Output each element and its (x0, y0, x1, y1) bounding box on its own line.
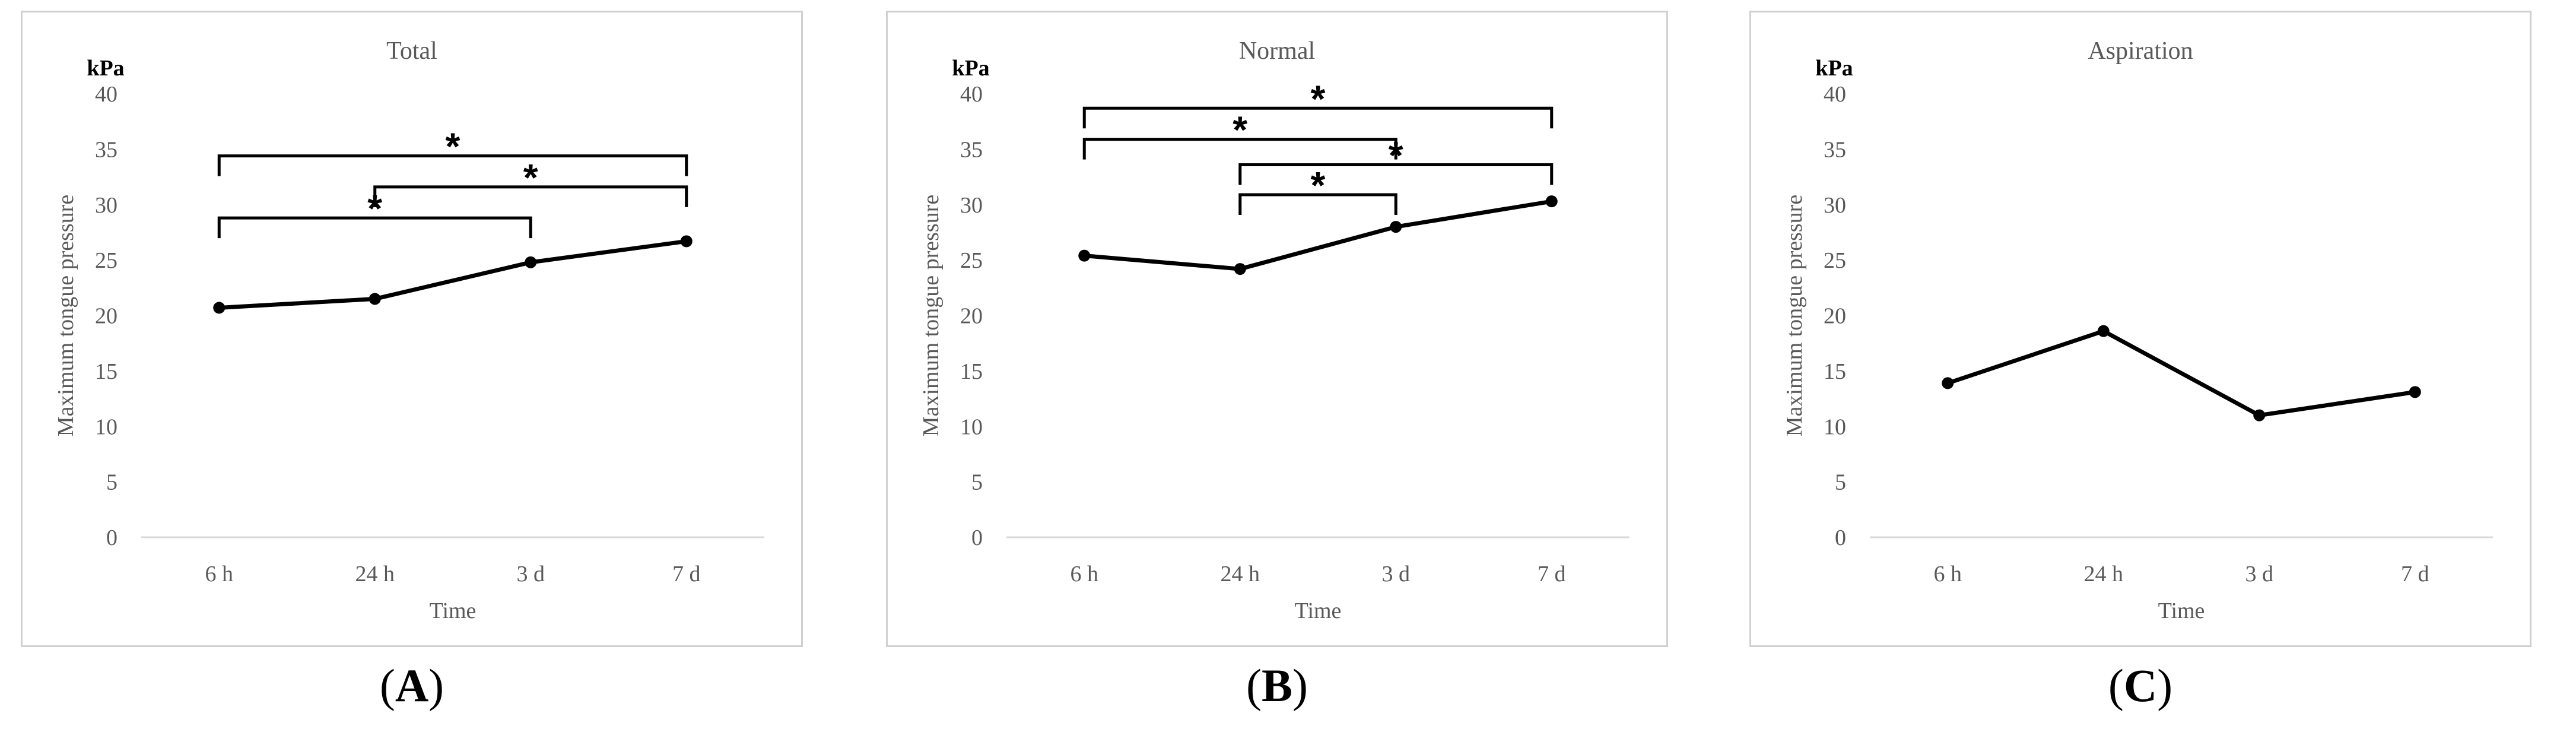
chart-title: Aspiration (2088, 37, 2193, 65)
x-tick-label: 24 h (1221, 562, 1260, 587)
data-point (1078, 249, 1091, 262)
y-tick-label: 5 (106, 470, 117, 495)
x-axis-title: Time (1295, 598, 1342, 623)
panel-caption-b: (B) (1246, 660, 1308, 711)
y-tick-label: 35 (95, 137, 117, 162)
y-tick-label: 25 (95, 248, 117, 273)
x-tick-label: 7 d (672, 562, 701, 587)
y-axis-title: Maximum tongue pressure (919, 195, 944, 436)
data-point (369, 293, 381, 305)
y-tick-label: 30 (1824, 193, 1846, 218)
data-point (213, 302, 225, 314)
y-tick-label: 10 (1824, 414, 1846, 439)
significance-asterisk: * (523, 156, 538, 199)
data-point (2253, 409, 2266, 422)
series-line (1947, 329, 2416, 418)
y-tick-label: 15 (95, 359, 117, 384)
x-tick-label: 7 d (2401, 562, 2429, 587)
y-tick-label: 30 (95, 193, 117, 218)
y-tick-label: 15 (1824, 359, 1846, 384)
y-axis-title: Maximum tongue pressure (1782, 195, 1807, 436)
x-tick-label: 24 h (2084, 562, 2124, 587)
y-unit-label: kPa (87, 56, 124, 81)
x-tick-label: 24 h (355, 562, 395, 587)
significance-asterisk: * (1311, 164, 1326, 207)
data-point (1545, 195, 1558, 208)
x-tick-label: 6 h (1071, 562, 1099, 587)
y-tick-label: 25 (1824, 248, 1846, 273)
x-axis-title: Time (430, 598, 477, 623)
significance-bracket (373, 185, 688, 207)
y-tick-label: 0 (106, 525, 117, 550)
y-tick-label: 0 (1835, 525, 1846, 550)
panel-caption-c: (C) (2108, 660, 2173, 711)
line-chart-aspiration: Aspiration kPa Maximum tongue pressure 0 5 10… (1782, 37, 2493, 623)
data-point (2409, 386, 2421, 398)
chart-panel-normal: Normal kPa Maximum tongue pressure 0 5 10 15 20… (886, 11, 1668, 647)
series-line (219, 239, 687, 310)
y-tick-label: 10 (960, 414, 983, 439)
y-tick-label: 25 (960, 248, 983, 273)
y-tick-label: 35 (960, 137, 983, 162)
x-tick-label: 3 d (2245, 562, 2274, 587)
x-tick-label: 3 d (517, 562, 545, 587)
significance-asterisk: * (1311, 77, 1326, 120)
y-tick-label: 10 (95, 414, 117, 439)
panel-caption-a: (A) (379, 660, 444, 711)
y-tick-label: 15 (960, 359, 983, 384)
y-tick-label: 5 (971, 470, 983, 495)
y-tick-label: 5 (1835, 470, 1846, 495)
data-point (1234, 263, 1246, 275)
y-tick-label: 20 (1824, 304, 1846, 329)
y-tick-label: 20 (95, 304, 117, 329)
significance-bracket (1238, 193, 1397, 215)
y-tick-label: 20 (960, 304, 983, 329)
data-point (1390, 221, 1402, 233)
significance-bracket (1082, 106, 1554, 129)
line-chart-total: Total kPa Maximum tongue pressure 0 5 10 15 20 2… (53, 37, 764, 623)
significance-asterisk: * (1233, 109, 1247, 151)
y-tick-label: 40 (1824, 82, 1846, 107)
data-point (1942, 377, 1954, 389)
data-point (680, 235, 693, 248)
chart-panel-total: Total kPa Maximum tongue pressure 0 5 10 15 20 2… (21, 11, 803, 647)
significance-asterisk: * (446, 125, 460, 168)
chart-title: Total (386, 37, 437, 65)
significance-bracket (1238, 163, 1554, 185)
chart-title: Normal (1239, 37, 1315, 65)
y-unit-label: kPa (952, 56, 989, 81)
y-axis-title: Maximum tongue pressure (53, 195, 78, 436)
series-line (1084, 199, 1552, 271)
x-tick-label: 6 h (205, 562, 234, 587)
y-tick-label: 0 (971, 525, 983, 550)
significance-bracket (1082, 138, 1397, 160)
y-tick-label: 35 (1824, 137, 1846, 162)
significance-bracket (217, 216, 532, 239)
x-axis-title: Time (2158, 598, 2205, 623)
x-tick-label: 7 d (1538, 562, 1566, 587)
y-tick-label: 30 (960, 193, 983, 218)
significance-bracket (217, 154, 688, 176)
y-unit-label: kPa (1815, 56, 1853, 81)
y-tick-label: 40 (95, 82, 117, 107)
data-point (525, 256, 537, 268)
x-tick-label: 3 d (1382, 562, 1411, 587)
chart-panel-aspiration: Aspiration kPa Maximum tongue pressure 0 5 10… (1749, 11, 2531, 647)
x-tick-label: 6 h (1934, 562, 1962, 587)
y-tick-label: 40 (960, 82, 983, 107)
line-chart-normal: Normal kPa Maximum tongue pressure 0 5 10 15 20… (919, 37, 1630, 623)
data-point (2097, 325, 2110, 337)
